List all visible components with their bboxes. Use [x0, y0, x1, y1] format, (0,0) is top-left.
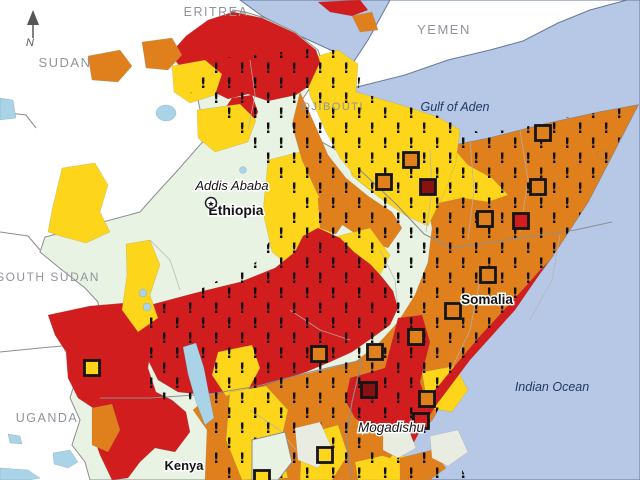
camp-marker-16 [316, 446, 334, 464]
label-sudan: SUDAN [38, 55, 91, 70]
label-eritrea: ERITREA [184, 5, 249, 19]
camp-marker-5 [476, 210, 494, 228]
lake-turkana [182, 342, 215, 426]
camp-marker-3 [419, 178, 437, 196]
label-addis-ababa: Addis Ababa [194, 178, 268, 193]
label-uganda: UGANDA [16, 411, 78, 425]
label-indian-ocean: Indian Ocean [515, 380, 589, 394]
camp-marker-11 [366, 343, 384, 361]
capital-star-marker: ★ [204, 196, 218, 210]
svg-text:★: ★ [207, 200, 214, 209]
label-mogadishu: Mogadishu [358, 420, 425, 435]
label-somalia: Somalia [461, 292, 513, 307]
label-ethiopia: Ethiopia [208, 202, 263, 218]
camp-marker-13 [360, 381, 378, 399]
camp-marker-14 [418, 390, 436, 408]
camp-marker-0 [534, 124, 552, 142]
camp-marker-8 [444, 302, 462, 320]
lakes [0, 97, 247, 480]
lake-tana [155, 104, 177, 122]
camp-marker-1 [402, 151, 420, 169]
camp-marker-6 [512, 212, 530, 230]
north-arrow-icon: N [26, 10, 39, 49]
camp-marker-9 [407, 328, 425, 346]
svg-text:N: N [26, 37, 34, 49]
label-djibouti: DJIBOUTI [302, 101, 364, 113]
label-kenya: Kenya [164, 458, 204, 473]
exclamation-pattern-overlay [150, 48, 634, 480]
camp-markers [83, 124, 552, 480]
camp-marker-2 [375, 173, 393, 191]
label-south-sudan: SOUTH SUDAN [0, 270, 100, 284]
camp-marker-7 [479, 266, 497, 284]
label-yemen: YEMEN [417, 22, 471, 37]
camp-marker-15 [412, 412, 430, 430]
label-gulf-of-aden: Gulf of Aden [420, 100, 489, 114]
camp-marker-12 [83, 359, 101, 377]
camp-marker-17 [253, 469, 271, 480]
camp-marker-4 [529, 178, 547, 196]
camp-marker-10 [310, 345, 328, 363]
map-labels: SUDAN ERITREA YEMEN DJIBOUTI SOUTH SUDAN UGAN… [0, 5, 589, 475]
